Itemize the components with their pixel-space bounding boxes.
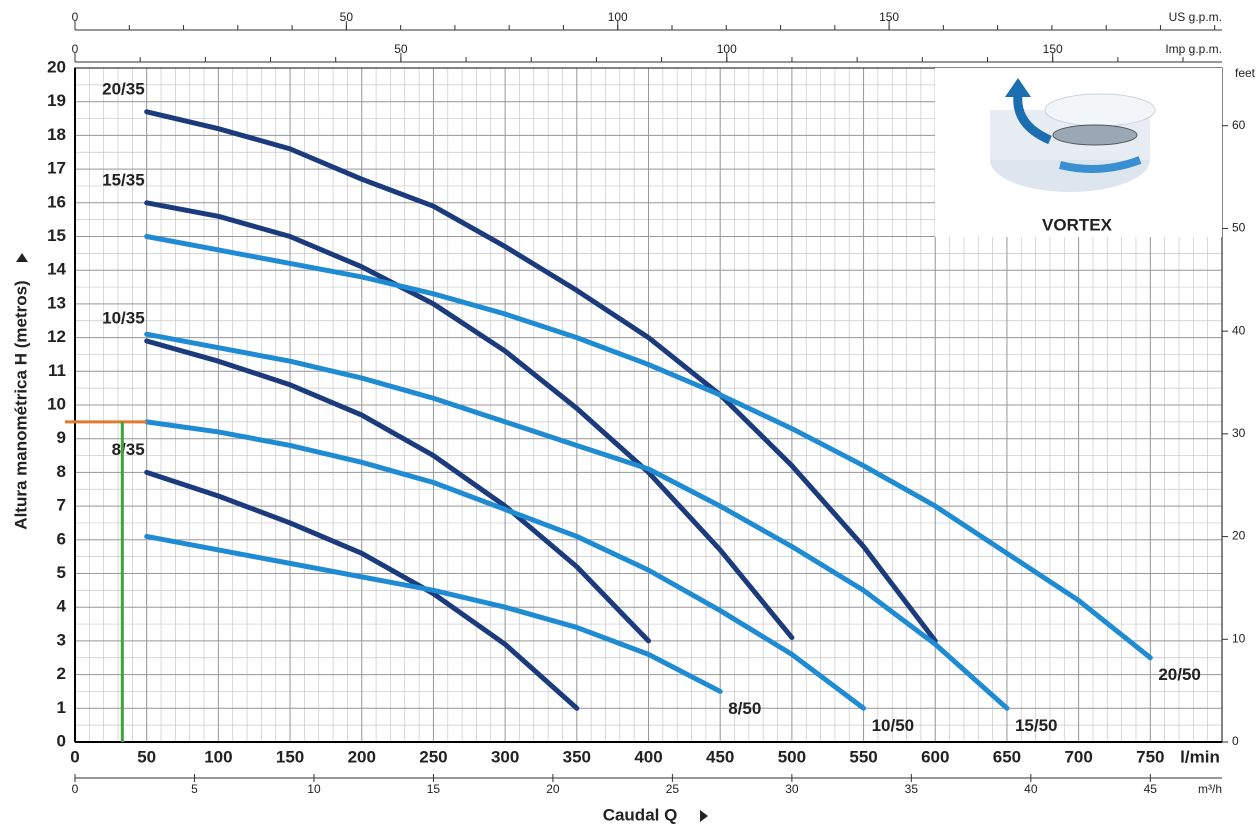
y-tick-label: 0 — [57, 731, 66, 750]
y-tick-label: 11 — [48, 361, 66, 380]
top-tick-label: 100 — [717, 42, 737, 56]
y-axis-title: Altura manométrica H (metros) — [11, 280, 30, 529]
x-tick-label: 550 — [849, 747, 877, 766]
bottom-tick-label: 15 — [427, 782, 441, 796]
y-tick-label: 10 — [47, 394, 66, 413]
y2-unit: feet — [1235, 66, 1256, 80]
flow-arrowhead — [1005, 78, 1031, 97]
x-tick-label: 750 — [1136, 747, 1164, 766]
bottom-unit: m³/h — [1198, 782, 1222, 796]
y2-tick-label: 20 — [1232, 529, 1246, 543]
y-tick-label: 5 — [57, 563, 66, 582]
top-tick-label: 50 — [394, 42, 408, 56]
flow-arrow — [1013, 94, 1052, 145]
curve-label: 8/50 — [728, 699, 761, 718]
y-tick-label: 20 — [47, 57, 66, 76]
y-tick-label: 12 — [47, 327, 66, 346]
bottom-tick-label: 30 — [785, 782, 799, 796]
y-tick-label: 17 — [47, 159, 66, 178]
curve — [144, 234, 1153, 661]
y-tick-label: 2 — [57, 664, 66, 683]
y-title-arrow — [16, 253, 28, 262]
x-axis-title: Caudal Q — [603, 805, 678, 824]
x-tick-label: 200 — [348, 747, 376, 766]
y2-tick-label: 50 — [1232, 221, 1246, 235]
curve — [144, 331, 1010, 711]
x-tick-label: 700 — [1064, 747, 1092, 766]
x-tick-label: 0 — [70, 747, 79, 766]
y-tick-label: 14 — [47, 260, 66, 279]
curve-label: 10/50 — [872, 716, 915, 735]
y2-tick-label: 10 — [1232, 631, 1246, 645]
top-tick-label: 0 — [72, 42, 79, 56]
bottom-tick-label: 5 — [191, 782, 198, 796]
curve — [144, 533, 723, 694]
x-tick-label: 150 — [276, 747, 304, 766]
bottom-tick-label: 10 — [307, 782, 321, 796]
top-tick-label: 150 — [1043, 42, 1063, 56]
y-tick-label: 6 — [57, 529, 66, 548]
x-unit: l/min — [1180, 747, 1220, 766]
x-tick-label: 600 — [921, 747, 949, 766]
y-tick-label: 8 — [57, 462, 66, 481]
y-tick-label: 4 — [57, 597, 67, 616]
curve — [144, 200, 795, 641]
x-tick-label: 400 — [634, 747, 662, 766]
curve-label: 20/50 — [1158, 665, 1201, 684]
y-tick-label: 3 — [57, 630, 66, 649]
x-tick-label: 650 — [993, 747, 1021, 766]
x-tick-label: 450 — [706, 747, 734, 766]
impeller — [1052, 124, 1138, 146]
flow-swirl — [1059, 156, 1142, 173]
y-tick-label: 7 — [57, 496, 66, 515]
x-title-arrow — [700, 810, 708, 822]
x-tick-label: 500 — [778, 747, 806, 766]
top-unit: Imp g.p.m. — [1165, 42, 1222, 56]
y-tick-label: 9 — [57, 428, 66, 447]
curve-label: 8/35 — [112, 440, 145, 459]
inset-label: VORTEX — [1042, 215, 1113, 234]
top-tick-label: 0 — [72, 10, 79, 24]
y-tick-label: 15 — [47, 226, 66, 245]
x-tick-label: 50 — [137, 747, 156, 766]
bottom-tick-label: 25 — [666, 782, 680, 796]
grid — [74, 67, 1223, 743]
y-tick-label: 13 — [47, 293, 66, 312]
curve — [144, 469, 580, 711]
y-tick-label: 18 — [47, 125, 66, 144]
y2-tick-label: 40 — [1232, 323, 1246, 337]
y2-tick-label: 60 — [1232, 118, 1246, 132]
y2-tick-label: 0 — [1232, 734, 1239, 748]
x-tick-label: 300 — [491, 747, 519, 766]
bottom-tick-label: 45 — [1144, 782, 1158, 796]
bottom-tick-label: 0 — [72, 782, 79, 796]
curve-label: 10/35 — [102, 308, 145, 327]
y-tick-label: 1 — [57, 698, 66, 717]
curve-label: 15/35 — [102, 170, 145, 189]
top-tick-label: 50 — [340, 10, 354, 24]
curve-label: 20/35 — [102, 79, 145, 98]
inset: VORTEX — [935, 68, 1222, 237]
x-tick-label: 350 — [563, 747, 591, 766]
top-unit: US g.p.m. — [1169, 10, 1222, 24]
top-tick-label: 150 — [879, 10, 899, 24]
top-tick-label: 100 — [608, 10, 628, 24]
y-tick-label: 16 — [47, 192, 66, 211]
curve-label: 15/50 — [1015, 716, 1058, 735]
bottom-tick-label: 20 — [546, 782, 560, 796]
curves: 20/35 15/35 10/35 8/35 20/50 15/50 10/50 8/50 — [102, 79, 1201, 734]
curve — [144, 419, 867, 711]
y2-tick-label: 30 — [1232, 426, 1246, 440]
x-tick-label: 100 — [204, 747, 232, 766]
y-tick-label: 19 — [47, 91, 66, 110]
x-tick-label: 250 — [419, 747, 447, 766]
pump-top — [1044, 93, 1156, 127]
bottom-tick-label: 40 — [1024, 782, 1038, 796]
bottom-tick-label: 35 — [905, 782, 919, 796]
curve — [144, 338, 651, 644]
curve — [144, 109, 938, 644]
